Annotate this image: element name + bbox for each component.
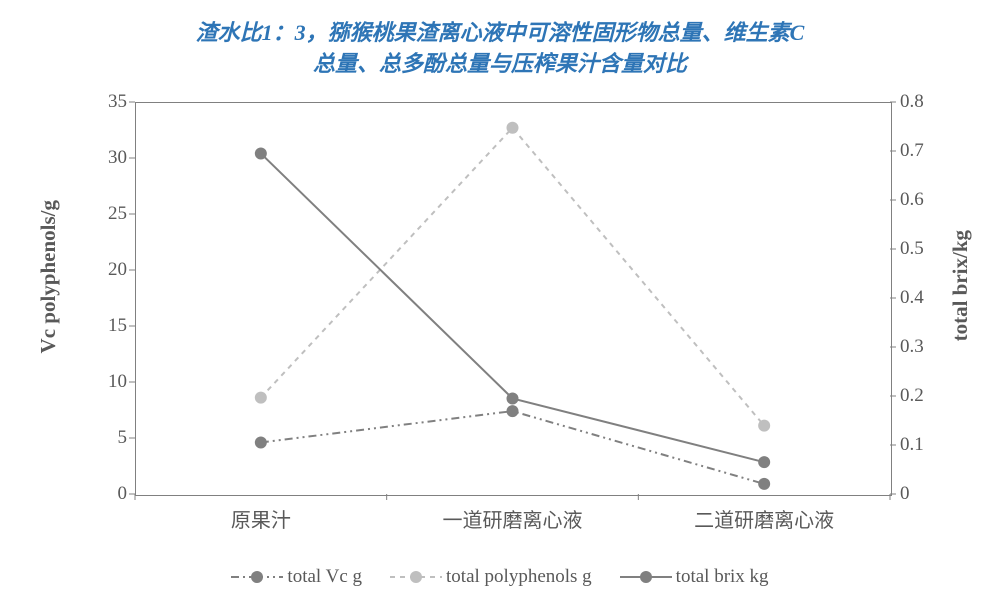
legend-swatch	[620, 568, 672, 586]
y-left-tick-label: 35	[95, 91, 127, 113]
y-right-tick-label: 0.6	[900, 189, 924, 211]
y-left-tick-label: 15	[95, 315, 127, 337]
chart-container: 渣水比1：3，猕猴桃果渣离心液中可溶性固形物总量、维生素C 总量、总多酚总量与压…	[0, 0, 1000, 594]
x-tick-label: 一道研磨离心液	[443, 504, 583, 533]
series-marker	[507, 405, 519, 417]
legend: total Vc g total polyphenols g total brix …	[0, 566, 1000, 588]
y-left-tick-label: 0	[95, 483, 127, 505]
legend-label: total brix kg	[676, 566, 769, 588]
series-marker	[255, 392, 267, 404]
series-line	[261, 128, 764, 426]
y-right-tick-label: 0.4	[900, 287, 924, 309]
y-right-tick-label: 0.1	[900, 434, 924, 456]
y-right-tick-label: 0.7	[900, 140, 924, 162]
series-marker	[255, 436, 267, 448]
legend-item: total brix kg	[620, 566, 769, 588]
x-tick-label: 二道研磨离心液	[694, 504, 834, 533]
legend-label: total Vc g	[287, 566, 362, 588]
y-right-tick-label: 0.8	[900, 91, 924, 113]
legend-item: total Vc g	[231, 566, 362, 588]
series-line	[261, 411, 764, 484]
series-marker	[507, 122, 519, 134]
series-marker	[255, 147, 267, 159]
y-right-tick-label: 0	[900, 483, 910, 505]
series-marker	[758, 456, 770, 468]
x-tick-label: 原果汁	[231, 504, 291, 533]
y-right-tick-label: 0.2	[900, 385, 924, 407]
legend-swatch	[231, 568, 283, 586]
y-left-tick-label: 25	[95, 203, 127, 225]
series-marker	[758, 478, 770, 490]
legend-swatch	[390, 568, 442, 586]
series-marker	[507, 392, 519, 404]
y-right-tick-label: 0.5	[900, 238, 924, 260]
legend-item: total polyphenols g	[390, 566, 592, 588]
y-left-tick-label: 5	[95, 427, 127, 449]
y-right-tick-label: 0.3	[900, 336, 924, 358]
legend-label: total polyphenols g	[446, 566, 592, 588]
y-left-tick-label: 10	[95, 371, 127, 393]
y-left-tick-label: 20	[95, 259, 127, 281]
series-marker	[758, 420, 770, 432]
y-left-tick-label: 30	[95, 147, 127, 169]
